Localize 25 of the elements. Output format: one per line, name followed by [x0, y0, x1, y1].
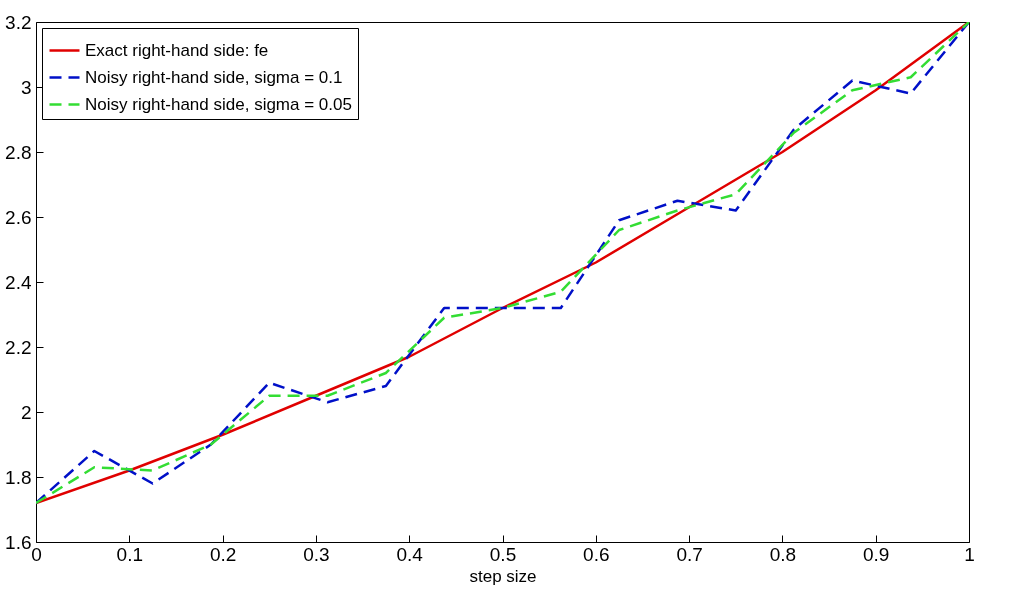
y-tick-label: 1.8	[5, 466, 32, 488]
x-tick-label: 0.4	[396, 543, 424, 565]
legend-label: Noisy right-hand side, sigma = 0.1	[85, 67, 343, 87]
x-tick-label: 0.8	[769, 543, 797, 565]
legend-label: Exact right-hand side: fe	[85, 40, 269, 60]
y-tick-label: 2.8	[5, 141, 32, 163]
x-tick-label: 0.6	[583, 543, 610, 565]
line-series	[36, 22, 969, 505]
x-tick-label: 0.3	[303, 543, 330, 565]
x-tick-label: 0.1	[116, 543, 144, 565]
y-tick-label: 3	[20, 76, 32, 98]
y-tick-label: 2.4	[5, 271, 32, 293]
y-tick-label: 2.2	[5, 336, 32, 358]
x-axis-title: step size	[469, 566, 537, 586]
y-tick-label: 2.6	[5, 206, 32, 228]
y-tick-label: 1.6	[5, 531, 32, 553]
x-tick-label: 1	[964, 543, 975, 565]
y-tick-label: 3.2	[5, 11, 32, 33]
x-tick-label: 0.2	[209, 543, 237, 565]
y-tick-label: 2	[20, 401, 32, 423]
x-tick-label: 0	[31, 543, 42, 565]
x-tick-label: 0.7	[676, 543, 703, 565]
legend-label: Noisy right-hand side, sigma = 0.05	[85, 94, 352, 114]
x-tick-label: 0.9	[862, 543, 890, 565]
x-tick-label: 0.5	[489, 543, 517, 565]
